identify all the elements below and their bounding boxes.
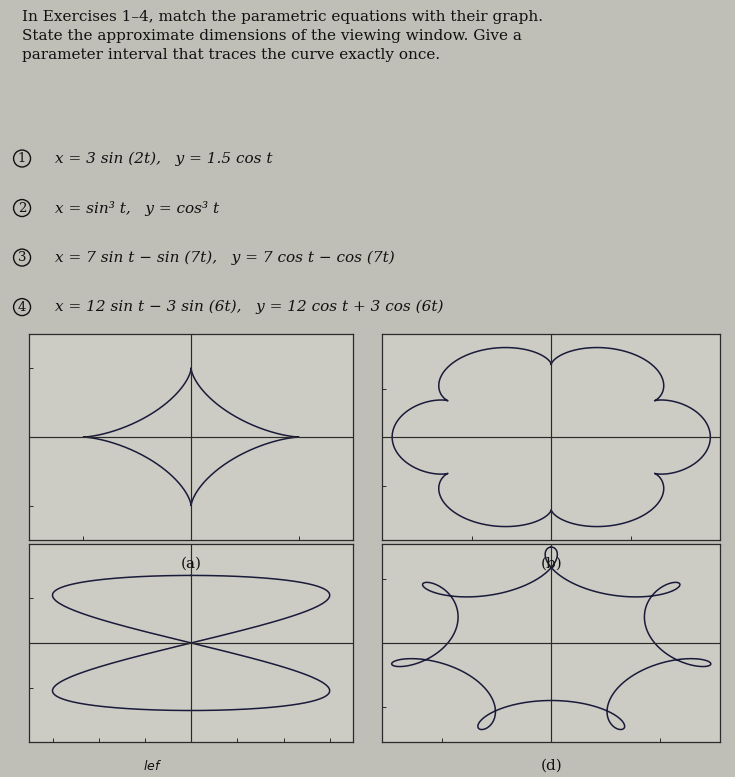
Text: x = 7 sin t − sin (7t),   y = 7 cos t − cos (7t): x = 7 sin t − sin (7t), y = 7 cos t − co… [55,250,395,265]
Text: 3: 3 [18,251,26,264]
Text: (b): (b) [540,557,562,571]
Text: x = 3 sin (2t),   y = 1.5 cos t: x = 3 sin (2t), y = 1.5 cos t [55,152,273,166]
Text: x = sin³ t,   y = cos³ t: x = sin³ t, y = cos³ t [55,200,219,215]
Text: 1: 1 [18,152,26,165]
Text: 4: 4 [18,301,26,314]
Text: (a): (a) [181,557,201,571]
Text: In Exercises 1–4, match the parametric equations with their graph.
State the app: In Exercises 1–4, match the parametric e… [22,10,543,62]
Text: $\it{lef}$: $\it{lef}$ [143,759,162,773]
Text: 2: 2 [18,201,26,214]
Text: (d): (d) [540,759,562,773]
Text: x = 12 sin t − 3 sin (6t),   y = 12 cos t + 3 cos (6t): x = 12 sin t − 3 sin (6t), y = 12 cos t … [55,300,444,315]
